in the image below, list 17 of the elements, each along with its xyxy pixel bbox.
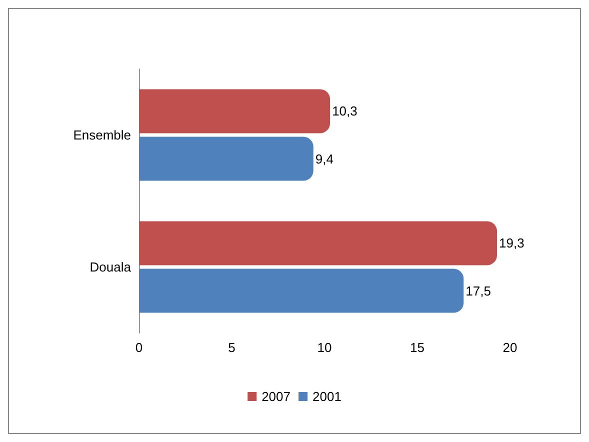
- x-tick-label: 0: [135, 340, 143, 355]
- x-tick-label: 10: [317, 340, 332, 355]
- legend-label: 2007: [262, 389, 290, 404]
- x-tick-label: 5: [228, 340, 236, 355]
- bar: [139, 268, 464, 313]
- data-label: 19,3: [499, 236, 524, 251]
- legend-label: 2001: [312, 389, 342, 404]
- bar: [139, 89, 330, 134]
- y-tick-label: Ensemble: [73, 128, 131, 142]
- data-label: 17,5: [466, 283, 491, 298]
- bar: [139, 221, 498, 266]
- bar: [139, 136, 314, 181]
- data-label: 10,3: [332, 104, 358, 119]
- data-label: 9,4: [315, 151, 334, 166]
- x-tick-label: 20: [502, 340, 518, 355]
- y-tick-label: Douala: [90, 260, 132, 274]
- x-tick-label: 15: [410, 340, 424, 355]
